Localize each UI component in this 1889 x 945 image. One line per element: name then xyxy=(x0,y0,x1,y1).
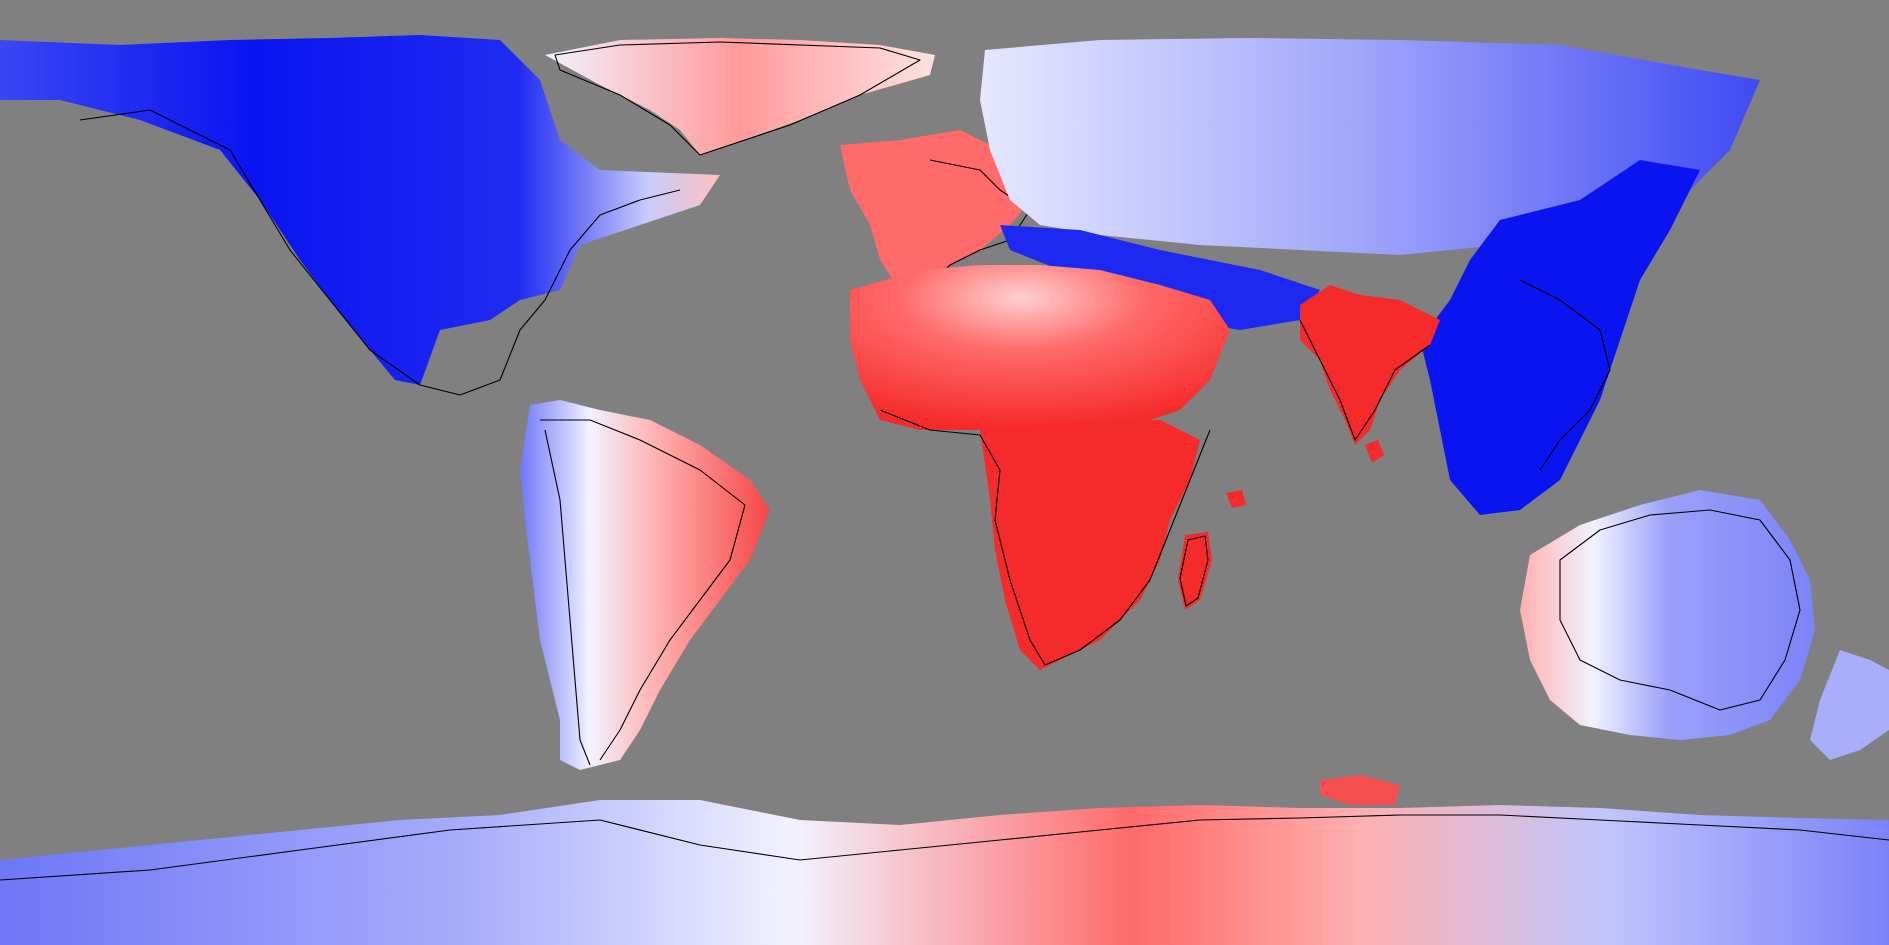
region-madagascar xyxy=(1178,490,1246,610)
region-north-africa xyxy=(850,265,1230,430)
region-east-asia xyxy=(1420,160,1700,515)
region-greenland xyxy=(545,38,935,156)
region-antarctica xyxy=(0,775,1889,945)
region-northern-eurasia xyxy=(980,38,1760,255)
region-south-america xyxy=(520,400,770,770)
region-north-america xyxy=(0,35,720,396)
region-europe xyxy=(840,130,1040,290)
region-south-asia xyxy=(1299,285,1440,463)
region-australia xyxy=(1520,490,1815,740)
region-central-asia xyxy=(1000,225,1320,330)
region-africa xyxy=(879,409,1211,670)
region-new-zealand xyxy=(1810,650,1889,760)
